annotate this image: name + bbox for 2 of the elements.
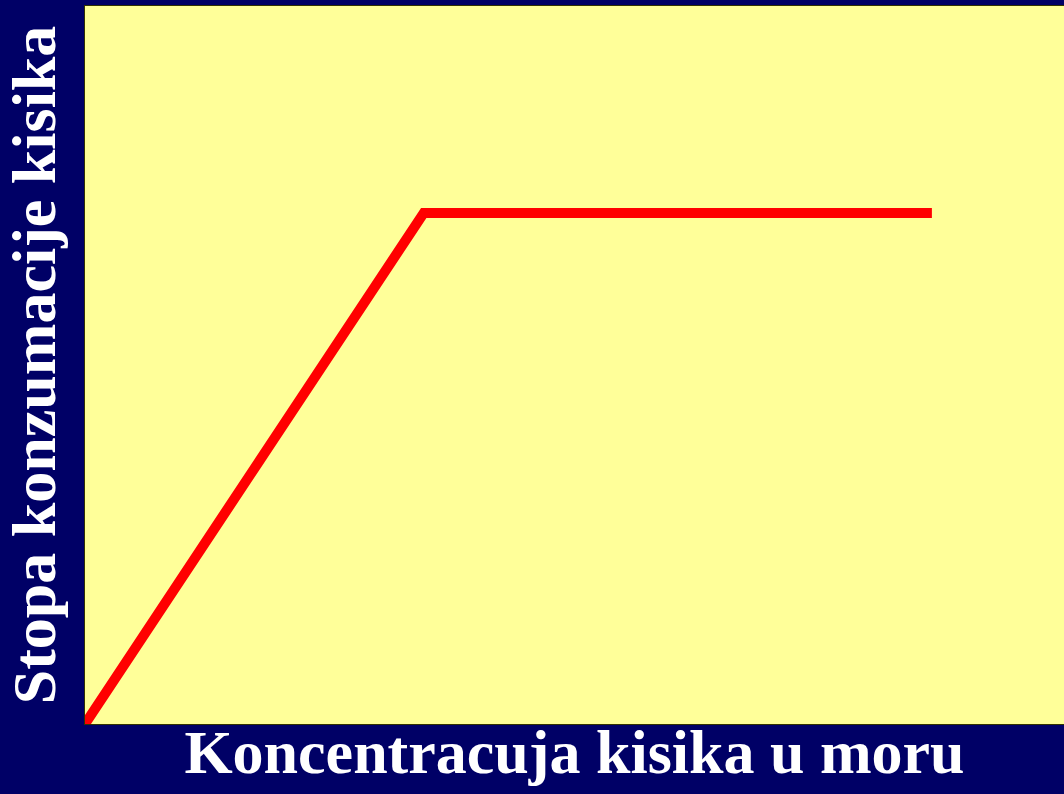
x-axis-title: Koncentracuja kisika u moru: [184, 717, 965, 786]
y-axis-title: Stopa konzumacije kisika: [0, 25, 68, 705]
